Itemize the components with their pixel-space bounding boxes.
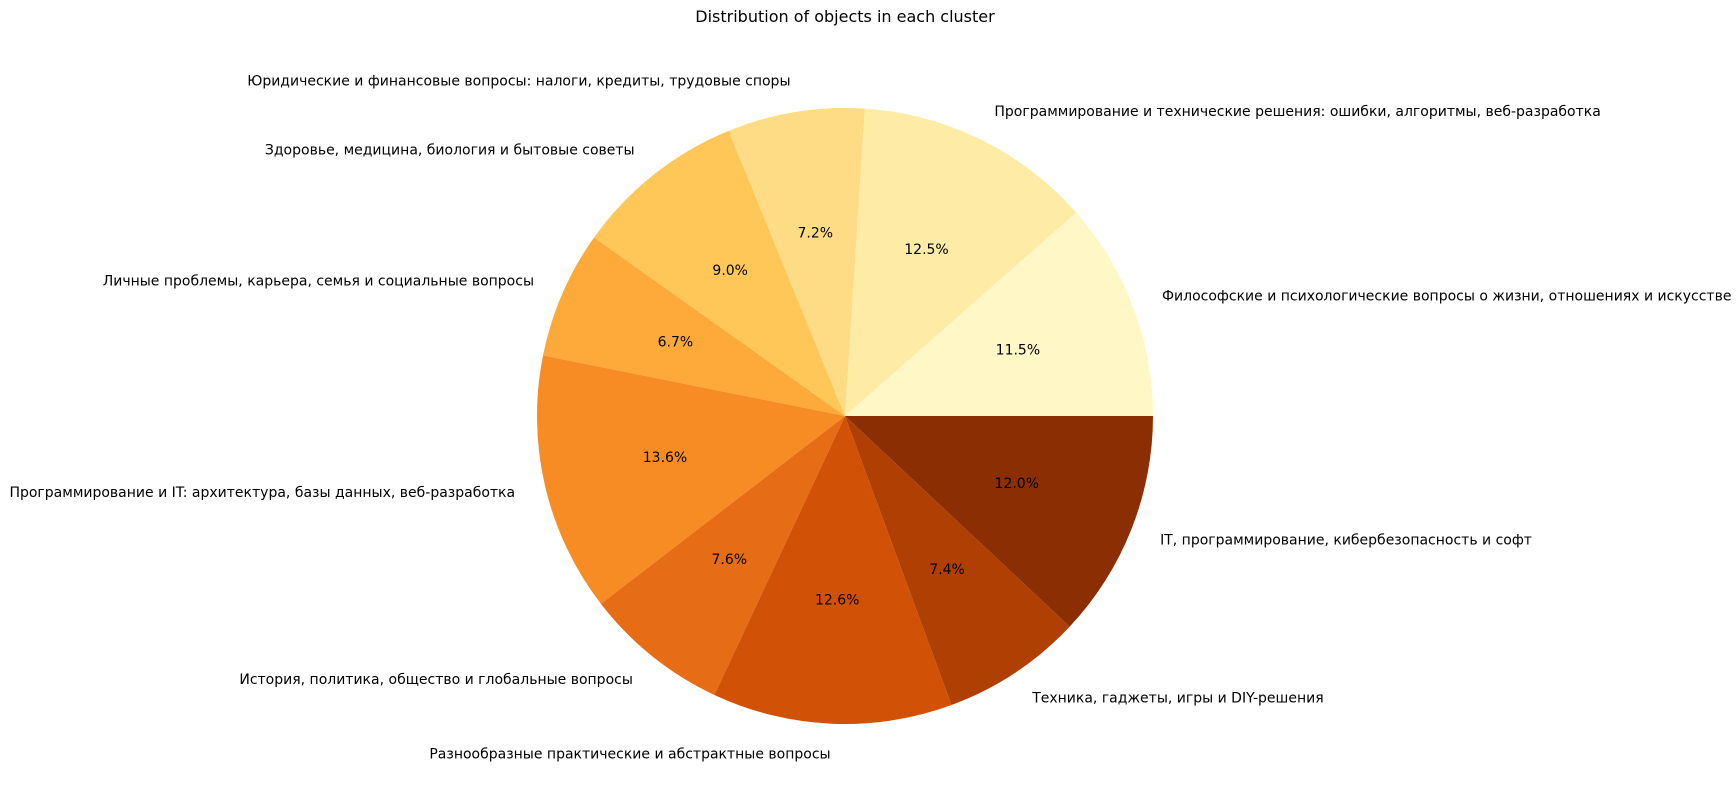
pie-slice [600,416,845,695]
pie-slice [845,212,1153,416]
pie-slice [594,130,845,416]
slice-category-label: Философские и психологические вопросы о … [1162,288,1731,304]
slice-percent-label: 7.2% [798,226,834,242]
pie-slice [714,416,952,724]
slice-percent-label: 6.7% [658,335,694,351]
slice-percent-label: 9.0% [712,263,748,279]
slice-category-label: IT, программирование, кибербезопасность … [1160,533,1532,549]
pie-slice [728,108,865,417]
slice-category-label: Личные проблемы, карьера, семья и социал… [103,274,534,290]
slice-percent-label: 7.6% [712,552,748,568]
slice-category-label: Техника, гаджеты, игры и DIY-решения [1031,690,1323,706]
slice-percent-label: 13.6% [643,450,687,466]
pie-slice [845,416,1153,627]
slice-category-label: Программирование и IT: архитектура, базы… [9,485,515,501]
chart-title: Distribution of objects in each cluster [695,7,995,26]
pie-slices [537,108,1153,724]
slice-category-label: История, политика, общество и глобальные… [239,672,633,688]
slice-percent-label: 7.4% [929,562,965,578]
pie-slice [845,416,1070,705]
slice-category-label: Здоровье, медицина, биология и бытовые с… [265,143,635,159]
slice-percent-label: 11.5% [996,343,1040,359]
pie-labels: 11.5% Философские и психологические вопро… [9,74,1731,763]
pie-slice [543,237,845,416]
slice-percent-label: 12.6% [815,593,859,609]
slice-category-label: Программирование и технические решения: … [994,104,1600,120]
pie-slice [845,108,1077,416]
slice-percent-label: 12.5% [904,242,948,258]
slice-category-label: Разнообразные практические и абстрактные… [429,747,830,763]
pie-slice [537,355,845,604]
slice-percent-label: 12.0% [995,476,1039,492]
slice-category-label: Юридические и финансовые вопросы: налоги… [247,74,790,90]
